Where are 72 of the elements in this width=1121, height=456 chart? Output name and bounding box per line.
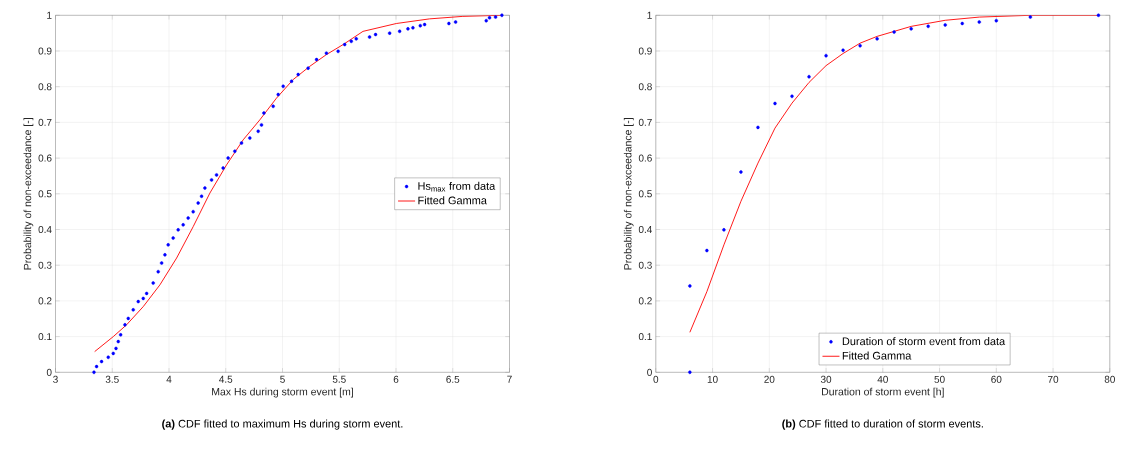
x-tick-label: 70	[1048, 375, 1059, 383]
point	[824, 53, 828, 58]
text: (b) CDF fitted to duration of storm events.	[782, 419, 983, 430]
x-tick-label: 4.5	[219, 375, 233, 383]
x-tick-label: 10	[707, 375, 718, 383]
y-tick-label: 0.5	[638, 190, 652, 198]
x-tick-label: 30	[820, 375, 832, 383]
point	[688, 284, 692, 288]
text: (a) CDF fitted to maximum Hs during storm event.	[162, 419, 403, 430]
point	[773, 101, 777, 106]
y-tick-label: 0	[46, 368, 52, 376]
y-tick-label: 0.9	[38, 47, 52, 55]
point	[790, 94, 794, 99]
y-tick-label: 0.3	[38, 261, 52, 269]
x-tick-label: 50	[934, 375, 945, 383]
y-axis-title: Probability of non-exceedance [-]	[23, 118, 34, 270]
legend-label: Duration of storm event from data	[842, 337, 1006, 346]
point	[807, 75, 811, 79]
point	[722, 228, 726, 232]
x-tick-label: 5.5	[332, 375, 346, 383]
point	[875, 37, 879, 41]
x-tick-label: 60	[991, 375, 1002, 383]
point	[705, 248, 709, 253]
y-tick-label: 0.2	[638, 297, 652, 305]
legend-label: Fitted Gamma	[418, 196, 487, 205]
y-tick-label: 0.6	[638, 154, 652, 162]
y-tick-label: 0.4	[638, 225, 652, 234]
y-tick-label: 0.7	[38, 118, 52, 126]
point	[943, 23, 947, 27]
point	[1096, 13, 1101, 17]
point	[960, 21, 964, 26]
y-tick-label: 0.5	[38, 190, 52, 198]
point	[977, 20, 981, 24]
y-tick-label: 0.7	[638, 118, 652, 126]
point	[688, 370, 692, 374]
x-axis-title: Max Hs during storm event [m]	[212, 387, 353, 398]
point	[841, 48, 845, 52]
x-tick-label: 4	[166, 375, 172, 383]
x-tick-label: 20	[764, 375, 775, 383]
x-tick-label: 3.5	[105, 375, 119, 383]
x-tick-label: 6.5	[446, 375, 460, 383]
y-tick-label: 0.1	[638, 333, 652, 341]
y-tick-label: 0.1	[38, 333, 52, 341]
x-tick-label: 5	[280, 375, 285, 383]
point	[756, 125, 760, 130]
y-tick-label: 1	[647, 11, 652, 19]
y-axis-title: Probability of non-exceedance [-]	[623, 118, 634, 270]
y-tick-label: 0.2	[38, 297, 52, 305]
x-axis-title: Duration of storm event [h]	[822, 387, 944, 398]
y-tick-label: 0.9	[638, 47, 652, 55]
y-tick-label: 1	[47, 11, 52, 19]
legend-label: Fitted Gamma	[842, 351, 912, 360]
point	[926, 24, 930, 29]
x-tick-label: 3	[53, 375, 58, 383]
y-tick-label: 0.8	[38, 83, 52, 91]
y-tick-label: 0.6	[38, 154, 52, 162]
point	[1028, 15, 1033, 19]
x-tick-label: 0	[653, 375, 659, 383]
x-tick-label: 80	[1104, 375, 1115, 383]
x-tick-label: 6	[393, 375, 399, 383]
point	[994, 18, 999, 23]
point	[739, 170, 743, 174]
point	[892, 30, 896, 34]
x-tick-label: 7	[507, 375, 512, 383]
x-tick-label: 40	[877, 375, 888, 383]
y-tick-label: 0.8	[638, 83, 652, 91]
y-tick-label: 0	[647, 368, 652, 376]
y-tick-label: 0.3	[638, 261, 652, 269]
legend-label: Hs$_{max}$ from data	[418, 181, 496, 192]
y-tick-label: 0.4	[38, 225, 52, 234]
point	[858, 43, 862, 48]
point	[909, 27, 913, 31]
